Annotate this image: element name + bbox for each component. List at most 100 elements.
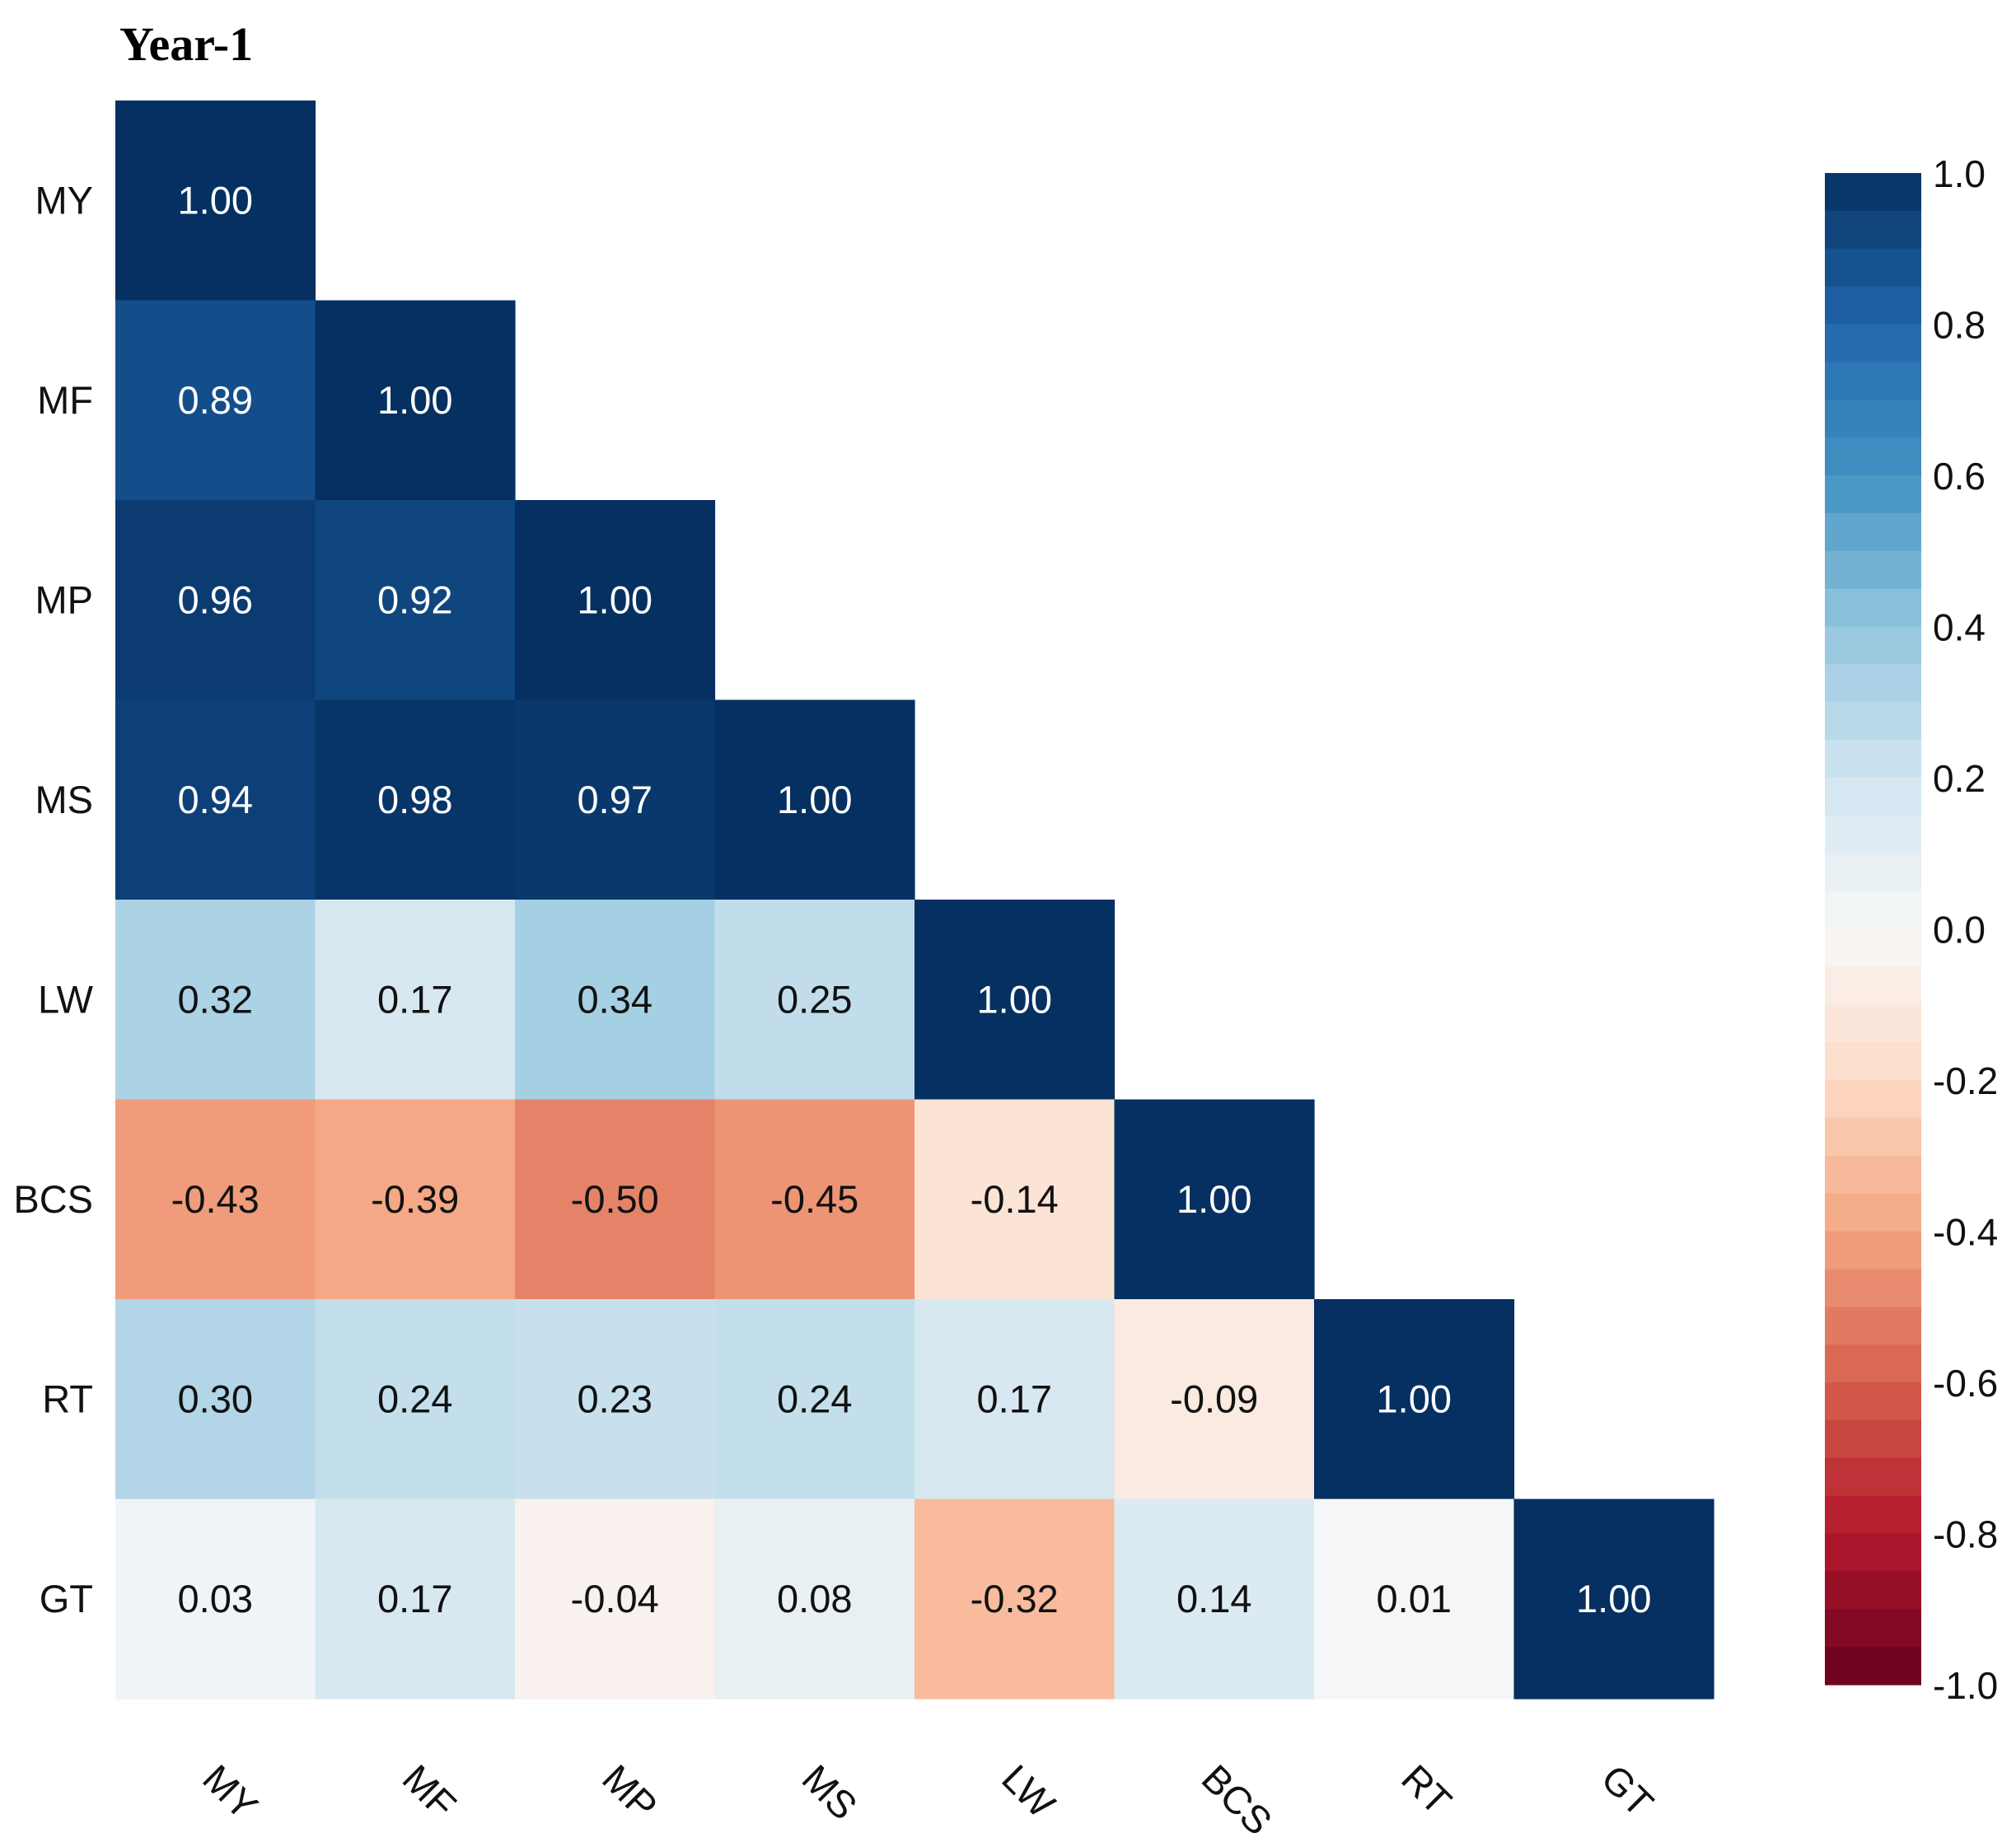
colorbar-level-segment (1825, 1647, 1921, 1686)
colorbar-tick-label: -0.2 (1933, 1059, 1998, 1102)
colorbar-level-segment (1825, 778, 1921, 816)
heatmap-cell-rt-ms (714, 1299, 915, 1500)
cell-value-label: 0.24 (777, 1377, 852, 1420)
y-tick-label-bcs: BCS (13, 1177, 93, 1221)
colorbar (1825, 173, 1921, 1686)
cell-value-label: 0.94 (178, 778, 253, 821)
heatmap-cells: 1.00 0.89 1.00 0.96 0.92 1.00 0.94 0.98 0.97 1.00… (115, 101, 1714, 1700)
colorbar-level-segment (1825, 1457, 1921, 1497)
cell-value-label: 0.96 (178, 577, 253, 621)
colorbar-level-segment (1825, 815, 1921, 854)
chart-title: Year-1 (119, 17, 253, 71)
colorbar-level-segment (1825, 891, 1921, 930)
heatmap-cell-gt-my (115, 1499, 316, 1700)
colorbar-tick-label: 0.4 (1933, 606, 1986, 649)
colorbar-level-segment (1825, 928, 1921, 967)
x-tick-label-gt: GT (1593, 1756, 1663, 1826)
heatmap-cell-gt-bcs (1114, 1499, 1315, 1700)
heatmap-cell-lw-ms (714, 900, 915, 1101)
colorbar-level-segment (1825, 1042, 1921, 1081)
colorbar-tick-label: 0.2 (1933, 757, 1986, 800)
colorbar-level-segment (1825, 512, 1921, 552)
colorbar-level-segment (1825, 286, 1921, 325)
heatmap-cell-mp-mf (315, 500, 516, 701)
heatmap-cell-rt-mf (315, 1299, 516, 1500)
heatmap-cell-rt-mp (515, 1299, 716, 1500)
colorbar-level-segment (1825, 1080, 1921, 1119)
heatmap-cell-mf-mf (315, 300, 516, 501)
heatmap-cell-gt-gt (1513, 1499, 1714, 1700)
heatmap-cell-bcs-mp (515, 1099, 716, 1300)
cell-value-label: 1.00 (977, 977, 1052, 1021)
colorbar-tick-label: -0.4 (1933, 1211, 1998, 1254)
x-tick-label-lw: LW (994, 1756, 1064, 1826)
cell-value-label: 1.00 (578, 577, 653, 621)
cell-value-label: -0.32 (971, 1577, 1059, 1620)
heatmap-cell-lw-mf (315, 900, 516, 1101)
heatmap-cell-gt-mp (515, 1499, 716, 1700)
cell-value-label: 0.08 (777, 1577, 852, 1620)
cell-value-label: 0.14 (1176, 1577, 1251, 1620)
heatmap-cell-rt-my (115, 1299, 316, 1500)
cell-value-label: 1.00 (1176, 1177, 1251, 1221)
cell-value-label: 0.97 (578, 778, 653, 821)
cell-value-label: 0.17 (377, 1577, 452, 1620)
heatmap-cell-bcs-bcs (1114, 1099, 1315, 1300)
heatmap-cell-gt-mf (315, 1499, 516, 1700)
colorbar-tick-labels: 1.0 0.8 0.6 0.4 0.2 0.0 -0.2 -0.4 -0.6 -0.8 -1.0 (1933, 152, 1998, 1707)
cell-value-label: 0.32 (178, 977, 253, 1021)
colorbar-level-segment (1825, 588, 1921, 628)
colorbar-level-segment (1825, 400, 1921, 438)
x-axis-labels: MY MF MP MS LW BCS RT GT (194, 1756, 1662, 1844)
colorbar-level-segment (1825, 626, 1921, 665)
y-tick-label-my: MY (35, 178, 94, 222)
colorbar-level-segment (1825, 1382, 1921, 1421)
colorbar-level-segment (1825, 1344, 1921, 1383)
cell-value-label: 1.00 (377, 378, 452, 422)
cell-value-label: 1.00 (178, 178, 253, 222)
heatmap-cell-gt-rt (1314, 1499, 1515, 1700)
cell-value-label: -0.50 (571, 1177, 659, 1221)
colorbar-level-segment (1825, 664, 1921, 703)
colorbar-level-segment (1825, 702, 1921, 741)
cell-value-label: -0.04 (571, 1577, 659, 1620)
y-tick-label-mp: MP (35, 577, 94, 621)
colorbar-level-segment (1825, 1307, 1921, 1345)
heatmap-cell-rt-bcs (1114, 1299, 1315, 1500)
colorbar-tick-label: -1.0 (1933, 1664, 1998, 1707)
colorbar-level-segment (1825, 1609, 1921, 1648)
colorbar-level-segment (1825, 1193, 1921, 1232)
colorbar-level-segment (1825, 362, 1921, 400)
colorbar-level-segment (1825, 1004, 1921, 1043)
cell-value-label: 1.00 (1576, 1577, 1651, 1620)
heatmap-cell-lw-mp (515, 900, 716, 1101)
colorbar-level-segment (1825, 740, 1921, 779)
cell-value-label: 0.01 (1377, 1577, 1452, 1620)
colorbar-level-segment (1825, 173, 1921, 212)
y-tick-label-gt: GT (40, 1577, 93, 1620)
colorbar-tick-label: -0.6 (1933, 1362, 1998, 1405)
cell-value-label: 0.17 (977, 1377, 1052, 1420)
heatmap-cell-ms-ms (714, 699, 915, 900)
colorbar-level-segment (1825, 210, 1921, 250)
colorbar-tick-label: 1.0 (1933, 152, 1986, 195)
cell-value-label: 1.00 (777, 778, 852, 821)
heatmap-cell-ms-mp (515, 699, 716, 900)
x-tick-label-mp: MP (594, 1756, 666, 1828)
heatmap-cell-ms-mf (315, 699, 516, 900)
cell-value-label: 0.98 (377, 778, 452, 821)
colorbar-tick-label: 0.6 (1933, 455, 1986, 498)
colorbar-level-segment (1825, 550, 1921, 590)
heatmap-cell-gt-lw (914, 1499, 1116, 1700)
colorbar-level-segment (1825, 1495, 1921, 1535)
x-tick-label-rt: RT (1393, 1756, 1460, 1823)
cell-value-label: 0.89 (178, 378, 253, 422)
colorbar-level-segment (1825, 853, 1921, 892)
y-tick-label-lw: LW (38, 977, 94, 1021)
colorbar-tick-label: -0.8 (1933, 1513, 1998, 1556)
cell-value-label: -0.45 (770, 1177, 858, 1221)
cell-value-label: 0.24 (377, 1377, 452, 1420)
cell-value-label: 0.30 (178, 1377, 253, 1420)
colorbar-tick-label: 0.0 (1933, 909, 1986, 952)
